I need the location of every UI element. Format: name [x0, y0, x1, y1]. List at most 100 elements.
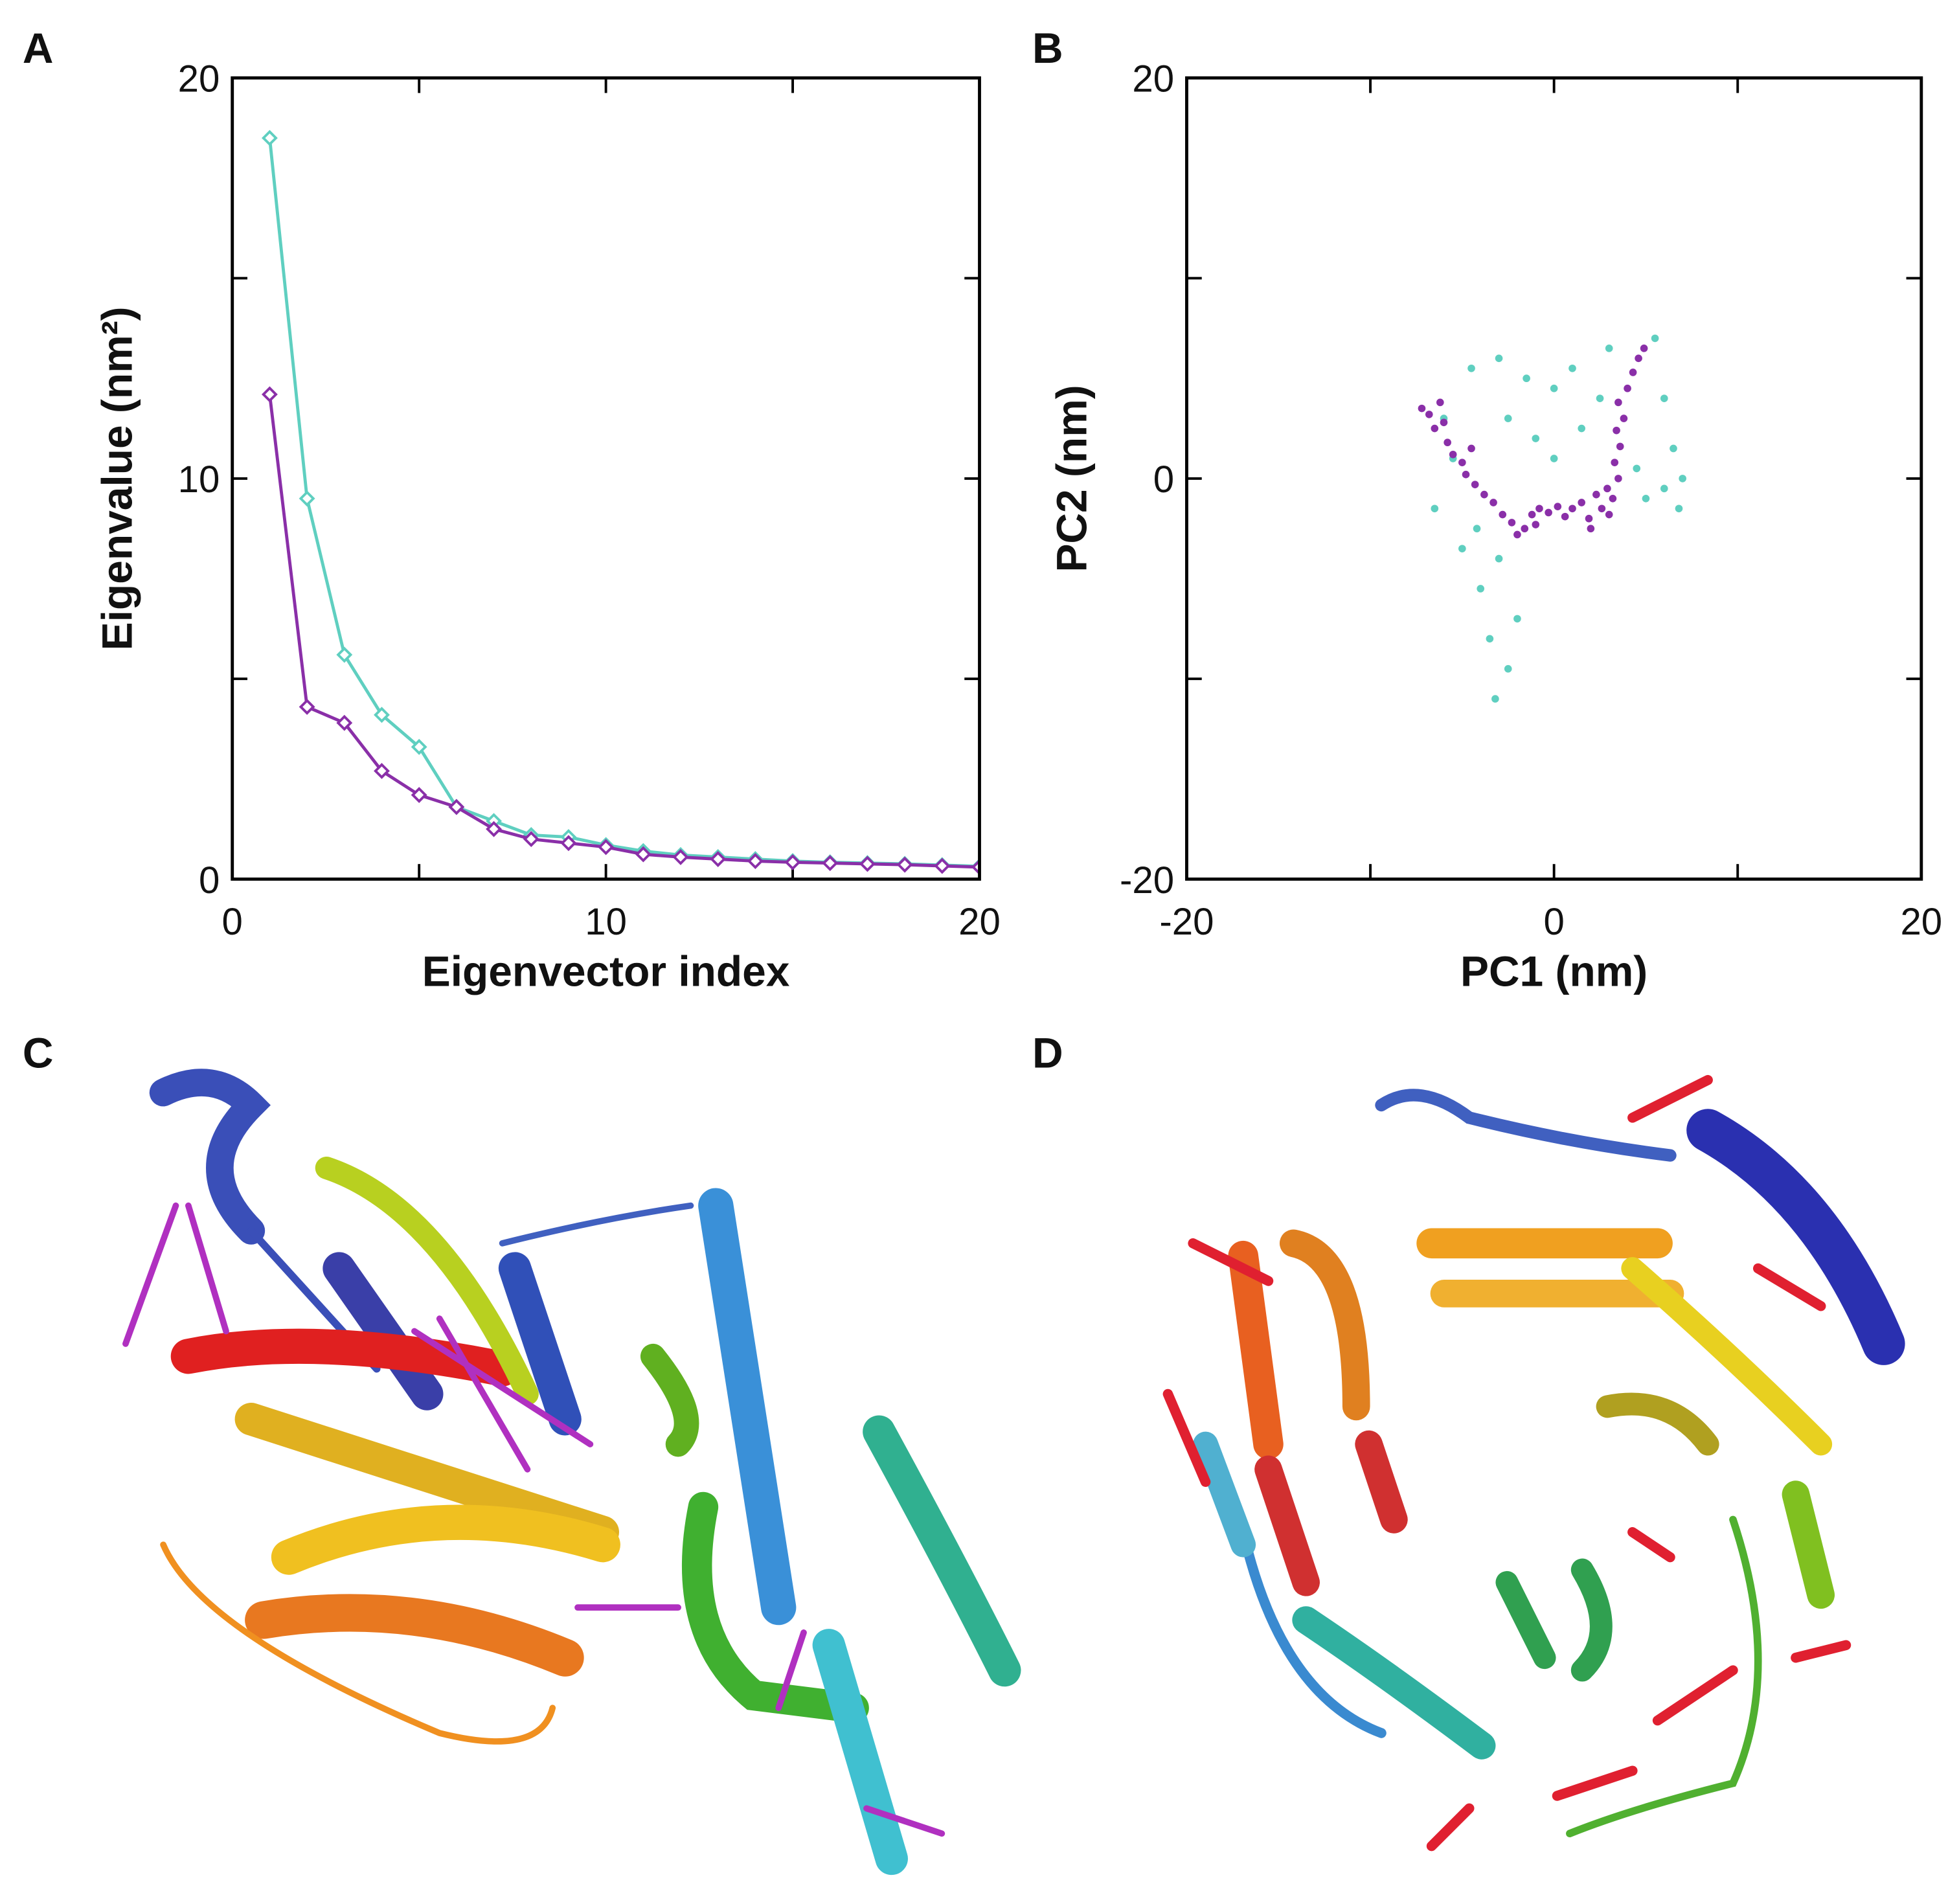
point [1449, 450, 1457, 459]
point [1554, 503, 1562, 510]
point [1635, 354, 1642, 363]
x-tick-label: 20 [958, 901, 1001, 943]
y-tick-label: -20 [1120, 859, 1174, 901]
marker [336, 646, 353, 663]
point [1596, 394, 1604, 402]
y-axis-title: PC2 (nm) [1047, 385, 1095, 572]
marker [261, 386, 278, 403]
point [1616, 442, 1624, 451]
panel-label: C [23, 1028, 54, 1076]
marker [374, 707, 390, 723]
marker [896, 856, 913, 873]
point [1436, 398, 1444, 407]
point [1425, 411, 1433, 418]
point [1578, 499, 1585, 506]
point [1614, 398, 1622, 407]
point [1642, 494, 1650, 503]
marker [374, 763, 390, 779]
marker [635, 846, 651, 863]
point [1592, 490, 1600, 499]
point [1523, 374, 1530, 383]
x-tick-label: 10 [585, 901, 627, 943]
marker [747, 853, 764, 870]
point [1660, 484, 1668, 493]
marker [560, 835, 577, 852]
marker [261, 130, 278, 146]
point [1561, 512, 1569, 521]
point [1418, 404, 1426, 413]
point [1532, 435, 1540, 442]
point [1660, 394, 1668, 402]
marker [598, 839, 615, 856]
point [1486, 635, 1494, 643]
point [1545, 508, 1552, 517]
series-line [268, 137, 980, 868]
point [1578, 424, 1585, 433]
marker [299, 490, 315, 507]
point [1611, 459, 1619, 466]
x-tick-label: 20 [1900, 901, 1942, 943]
y-tick-label: 10 [178, 459, 220, 501]
series-line [268, 394, 980, 869]
marker [486, 821, 502, 837]
point [1513, 615, 1521, 623]
protein-structure-d [1162, 1074, 1905, 1852]
marker [934, 857, 951, 874]
point [1477, 585, 1485, 593]
plot-frame [231, 76, 981, 881]
chart: -20 0 20 -20 0 20 PC1 (nm) PC2 (nm) [1047, 58, 1942, 995]
point [1620, 414, 1628, 422]
point [1499, 510, 1507, 519]
point [1614, 475, 1622, 482]
point [1528, 510, 1536, 519]
point [1670, 444, 1677, 453]
point [1440, 418, 1448, 427]
point [1491, 695, 1499, 703]
x-tick-label: 0 [222, 901, 243, 943]
marker [411, 738, 427, 755]
point [1550, 384, 1558, 392]
y-tick-label: 0 [1153, 459, 1174, 501]
point [1535, 504, 1543, 513]
point [1605, 345, 1613, 352]
panel-label: A [23, 24, 54, 72]
point [1675, 504, 1683, 513]
point [1568, 504, 1576, 513]
point [1568, 364, 1576, 372]
point [1603, 484, 1611, 493]
protein-structure-c [122, 1069, 1021, 1876]
point [1495, 554, 1503, 563]
marker [784, 854, 801, 870]
point [1598, 504, 1606, 513]
point [1495, 354, 1503, 363]
marker [859, 856, 876, 872]
point [1585, 514, 1593, 523]
panel-label: D [1032, 1028, 1063, 1076]
plot-area [1418, 334, 1686, 703]
point [1679, 475, 1686, 482]
y-tick-label: 20 [178, 58, 220, 100]
point [1504, 664, 1512, 673]
x-axis-title: PC1 (nm) [1460, 947, 1648, 995]
marker [672, 848, 689, 865]
point [1532, 521, 1540, 528]
point [1504, 414, 1512, 422]
y-tick-label: 20 [1132, 58, 1174, 100]
point [1431, 424, 1439, 433]
point [1508, 519, 1516, 527]
marker [822, 855, 839, 872]
point [1513, 530, 1521, 539]
point [1609, 494, 1617, 503]
point [1471, 481, 1479, 488]
point [1473, 525, 1481, 533]
point [1633, 464, 1641, 473]
point [1587, 525, 1595, 533]
point [1462, 470, 1470, 479]
x-tick-label: -20 [1159, 901, 1214, 943]
point [1431, 504, 1439, 513]
point [1458, 459, 1466, 466]
point [1605, 510, 1613, 519]
marker [448, 799, 465, 815]
